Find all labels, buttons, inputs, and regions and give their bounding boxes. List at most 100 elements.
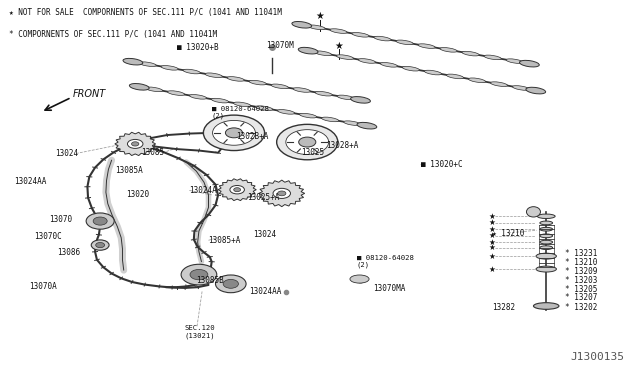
Ellipse shape	[298, 47, 318, 54]
Ellipse shape	[380, 62, 397, 67]
Text: 13024AA: 13024AA	[248, 287, 281, 296]
Ellipse shape	[278, 110, 294, 114]
Ellipse shape	[534, 303, 559, 310]
Circle shape	[92, 240, 109, 250]
Ellipse shape	[139, 62, 156, 67]
Text: ■ 13020+B: ■ 13020+B	[177, 43, 218, 52]
Text: 13070A: 13070A	[29, 282, 56, 291]
Text: * 13231: * 13231	[565, 249, 598, 258]
Ellipse shape	[462, 51, 479, 56]
Polygon shape	[218, 179, 256, 201]
Ellipse shape	[300, 113, 317, 118]
Text: 13020: 13020	[126, 190, 149, 199]
Circle shape	[190, 269, 208, 280]
Circle shape	[96, 243, 104, 248]
Ellipse shape	[424, 70, 442, 75]
Ellipse shape	[123, 58, 143, 65]
Text: ★: ★	[488, 225, 495, 234]
Text: 13070: 13070	[49, 215, 72, 224]
Ellipse shape	[344, 121, 361, 125]
Circle shape	[278, 191, 286, 196]
Ellipse shape	[227, 77, 244, 81]
Ellipse shape	[468, 78, 486, 83]
Circle shape	[132, 142, 139, 146]
Text: ★: ★	[488, 251, 495, 261]
Ellipse shape	[145, 87, 163, 92]
Ellipse shape	[357, 122, 377, 129]
Circle shape	[225, 128, 243, 138]
Ellipse shape	[418, 44, 435, 48]
Circle shape	[286, 130, 329, 154]
Ellipse shape	[337, 95, 355, 100]
Ellipse shape	[490, 82, 508, 86]
Text: 13028+A: 13028+A	[326, 141, 359, 150]
Circle shape	[181, 264, 217, 285]
Ellipse shape	[293, 88, 310, 92]
Text: 1302B+A: 1302B+A	[236, 132, 268, 141]
Text: SEC.120
(13021): SEC.120 (13021)	[184, 325, 215, 339]
Ellipse shape	[271, 84, 289, 89]
Polygon shape	[115, 132, 156, 155]
Ellipse shape	[536, 253, 556, 259]
Ellipse shape	[205, 73, 222, 77]
Ellipse shape	[540, 246, 552, 250]
Text: 13070C: 13070C	[35, 232, 62, 241]
Ellipse shape	[374, 36, 391, 41]
Circle shape	[299, 137, 316, 147]
Text: 13282: 13282	[492, 302, 515, 312]
Ellipse shape	[330, 29, 347, 33]
Ellipse shape	[540, 234, 552, 238]
Ellipse shape	[189, 94, 207, 99]
Ellipse shape	[352, 32, 369, 37]
Ellipse shape	[358, 59, 376, 63]
Text: ★: ★	[488, 238, 495, 247]
Ellipse shape	[211, 98, 228, 103]
Ellipse shape	[526, 87, 546, 94]
Text: 13085: 13085	[141, 148, 164, 157]
Text: ★ NOT FOR SALE  COMPORNENTS OF SEC.111 P/C (1041 AND 11041M: ★ NOT FOR SALE COMPORNENTS OF SEC.111 P/…	[9, 8, 282, 17]
Ellipse shape	[506, 59, 524, 64]
Text: 13085+A: 13085+A	[209, 236, 241, 245]
Ellipse shape	[440, 48, 457, 52]
Ellipse shape	[234, 102, 251, 107]
Text: * 13203: * 13203	[565, 276, 598, 285]
Ellipse shape	[536, 266, 556, 272]
Ellipse shape	[484, 55, 501, 60]
Circle shape	[127, 140, 143, 148]
Circle shape	[216, 275, 246, 293]
Circle shape	[234, 188, 241, 192]
Ellipse shape	[308, 25, 325, 30]
Text: * 13207: * 13207	[565, 294, 598, 302]
Text: ★: ★	[316, 11, 324, 21]
Ellipse shape	[540, 240, 552, 244]
Polygon shape	[259, 180, 305, 207]
Text: 13024AA: 13024AA	[14, 177, 47, 186]
Ellipse shape	[129, 84, 149, 90]
Ellipse shape	[527, 207, 540, 217]
Text: * 13210: * 13210	[565, 258, 598, 267]
Circle shape	[204, 115, 264, 151]
Ellipse shape	[520, 60, 540, 67]
Ellipse shape	[249, 80, 266, 85]
Ellipse shape	[314, 51, 332, 55]
Text: ★ 13210: ★ 13210	[492, 230, 524, 238]
Ellipse shape	[351, 97, 371, 103]
Text: ★: ★	[488, 212, 495, 221]
Ellipse shape	[403, 66, 420, 71]
Ellipse shape	[540, 221, 552, 225]
Text: * 13205: * 13205	[565, 285, 598, 294]
Ellipse shape	[350, 275, 369, 283]
Text: * 13202: * 13202	[565, 303, 598, 312]
Text: 13024A: 13024A	[189, 186, 217, 195]
Text: ■ 08120-64028
(2): ■ 08120-64028 (2)	[212, 105, 269, 119]
Text: 13024: 13024	[253, 230, 276, 239]
Ellipse shape	[255, 106, 273, 110]
Ellipse shape	[292, 22, 312, 28]
Text: 13085B: 13085B	[196, 276, 223, 285]
Circle shape	[93, 217, 107, 225]
Ellipse shape	[540, 227, 552, 231]
Text: 13024: 13024	[56, 149, 79, 158]
Ellipse shape	[321, 117, 339, 122]
Text: 13070M: 13070M	[266, 41, 294, 50]
Circle shape	[212, 121, 255, 145]
